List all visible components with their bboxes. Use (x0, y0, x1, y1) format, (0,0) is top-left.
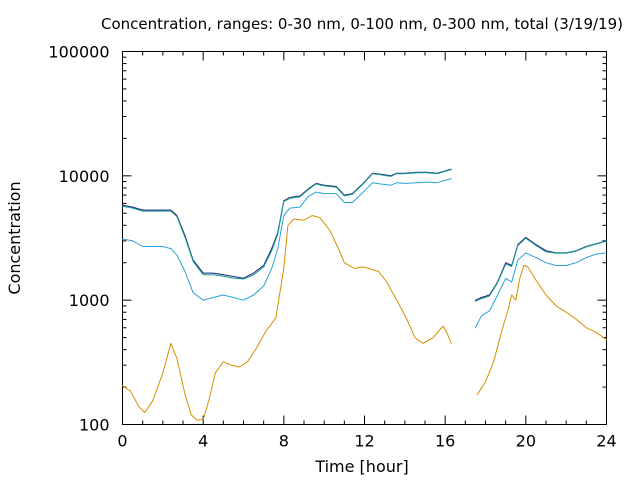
x-tick-label: 4 (198, 432, 208, 451)
x-tick-label: 8 (279, 432, 289, 451)
x-axis-label: Time [hour] (314, 457, 408, 476)
tick-marks (122, 51, 607, 425)
x-tick-labels: 0 4 8 12 16 20 24 (117, 432, 616, 451)
series-line-4 (122, 169, 607, 302)
x-tick-label: 20 (516, 432, 536, 451)
y-tick-label: 100000 (48, 43, 109, 62)
series-line-2 (122, 178, 607, 329)
series-line-1 (122, 215, 607, 421)
series-line-3 (122, 168, 607, 301)
y-axis-label: Concentration (5, 181, 24, 294)
series-group (122, 168, 607, 421)
plot-frame (122, 51, 607, 425)
y-tick-label: 1000 (69, 291, 110, 310)
y-tick-labels: 100 1000 10000 100000 (48, 43, 109, 435)
x-tick-label: 24 (596, 432, 616, 451)
x-tick-label: 12 (354, 432, 374, 451)
y-tick-label: 10000 (59, 167, 110, 186)
x-tick-label: 0 (117, 432, 127, 451)
y-tick-label: 100 (79, 416, 110, 435)
x-tick-label: 16 (435, 432, 455, 451)
chart-title: Concentration, ranges: 0-30 nm, 0-100 nm… (101, 15, 623, 33)
